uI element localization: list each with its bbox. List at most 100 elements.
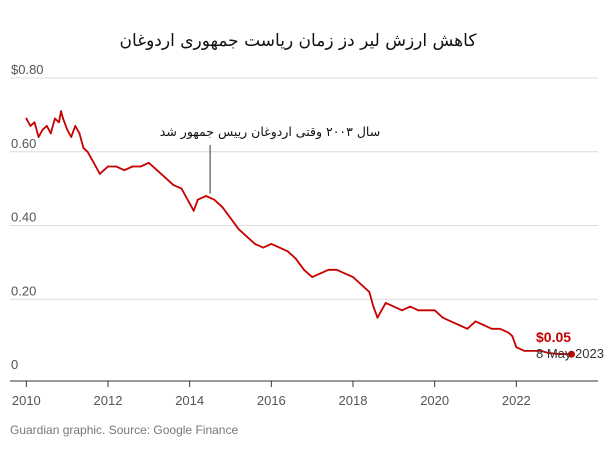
data-point bbox=[262, 246, 265, 249]
data-point bbox=[380, 309, 383, 312]
data-point bbox=[49, 132, 52, 135]
data-point bbox=[548, 352, 550, 354]
data-point bbox=[94, 165, 97, 168]
y-tick-label: 0 bbox=[11, 357, 18, 372]
x-tick-label: 2010 bbox=[12, 393, 41, 408]
data-point bbox=[270, 243, 273, 245]
data-point bbox=[180, 187, 183, 190]
gridlines bbox=[10, 77, 598, 300]
x-tick-label: 2018 bbox=[339, 393, 368, 408]
data-point bbox=[507, 331, 510, 334]
data-point bbox=[441, 316, 444, 319]
data-point bbox=[139, 165, 142, 168]
last-point-marker bbox=[567, 350, 575, 358]
data-point bbox=[286, 250, 289, 253]
x-tick-label: 2016 bbox=[257, 393, 286, 408]
data-point bbox=[164, 176, 167, 179]
data-point bbox=[335, 268, 338, 271]
data-point bbox=[221, 206, 224, 208]
data-point bbox=[62, 117, 64, 120]
data-point bbox=[343, 272, 346, 275]
data-point bbox=[425, 309, 428, 312]
data-point bbox=[54, 117, 56, 120]
data-point bbox=[360, 283, 363, 286]
data-point bbox=[539, 349, 542, 352]
data-point bbox=[523, 349, 526, 352]
series-line bbox=[25, 110, 572, 356]
data-point bbox=[25, 117, 28, 120]
data-point bbox=[303, 268, 305, 271]
data-point bbox=[82, 147, 85, 149]
data-point bbox=[327, 268, 330, 271]
y-tick-label: 0.60 bbox=[11, 136, 36, 151]
data-point bbox=[237, 228, 240, 231]
data-point bbox=[58, 121, 60, 124]
data-point bbox=[172, 184, 175, 186]
data-point bbox=[123, 169, 126, 172]
data-point bbox=[33, 121, 36, 124]
last-date-label: 8 May 2023 bbox=[536, 346, 604, 361]
x-axis: 2010 2012 2014 2016 2018 2020 2022 bbox=[10, 380, 598, 408]
data-point bbox=[90, 158, 93, 161]
x-tick-label: 2014 bbox=[175, 393, 204, 408]
data-point bbox=[60, 110, 62, 113]
data-point bbox=[147, 161, 150, 164]
chart-title: کاهش ارزش لیر دز زمان ریاست جمهوری اردوغ… bbox=[120, 31, 478, 51]
data-point bbox=[417, 309, 420, 312]
data-point bbox=[294, 257, 297, 260]
y-axis: $0.80 0.60 0.40 0.20 0 bbox=[11, 62, 44, 372]
y-tick-label: 0.20 bbox=[11, 283, 36, 298]
data-point bbox=[564, 353, 567, 356]
data-point bbox=[450, 320, 452, 323]
data-point bbox=[401, 309, 403, 312]
y-tick-label: 0.40 bbox=[11, 210, 36, 225]
data-point bbox=[466, 327, 469, 330]
y-tick-label: $0.80 bbox=[11, 62, 44, 77]
data-point bbox=[376, 316, 379, 319]
data-point bbox=[86, 150, 89, 153]
x-tick-label: 2022 bbox=[502, 393, 531, 408]
x-tick-label: 2012 bbox=[94, 393, 123, 408]
data-point bbox=[74, 125, 77, 127]
data-point bbox=[66, 128, 69, 131]
data-points bbox=[25, 110, 573, 356]
data-point bbox=[409, 305, 412, 308]
data-point bbox=[433, 309, 436, 312]
data-point bbox=[278, 246, 281, 249]
data-point bbox=[372, 305, 375, 308]
data-point bbox=[115, 165, 118, 168]
data-point bbox=[37, 136, 40, 138]
data-point bbox=[205, 195, 207, 197]
data-point bbox=[98, 172, 101, 175]
data-point bbox=[482, 324, 485, 326]
data-point bbox=[515, 346, 518, 349]
data-point bbox=[192, 209, 195, 212]
data-point bbox=[70, 136, 73, 138]
data-point bbox=[245, 235, 248, 238]
data-point bbox=[499, 327, 501, 330]
annotation-text: سال ۲۰۰۳ وقتی اردوغان رییس جمهور شد bbox=[160, 124, 380, 140]
data-point bbox=[490, 327, 493, 330]
data-point bbox=[511, 335, 514, 338]
data-point bbox=[474, 320, 477, 323]
data-point bbox=[531, 349, 534, 352]
data-point bbox=[319, 272, 322, 275]
x-tick-label: 2020 bbox=[420, 393, 449, 408]
data-point bbox=[107, 165, 109, 168]
data-point bbox=[131, 165, 134, 168]
data-point bbox=[78, 132, 81, 135]
data-point bbox=[29, 125, 32, 127]
data-point bbox=[352, 276, 354, 279]
data-point bbox=[392, 305, 395, 308]
data-point bbox=[196, 198, 199, 201]
data-point bbox=[103, 169, 105, 172]
data-point bbox=[213, 198, 216, 201]
data-point bbox=[41, 128, 44, 131]
last-value-label: $0.05 bbox=[536, 329, 571, 345]
source-note: Guardian graphic. Source: Google Finance bbox=[10, 423, 238, 437]
data-point bbox=[556, 352, 559, 355]
data-point bbox=[156, 169, 158, 172]
data-point bbox=[188, 202, 191, 205]
data-point bbox=[368, 290, 371, 293]
